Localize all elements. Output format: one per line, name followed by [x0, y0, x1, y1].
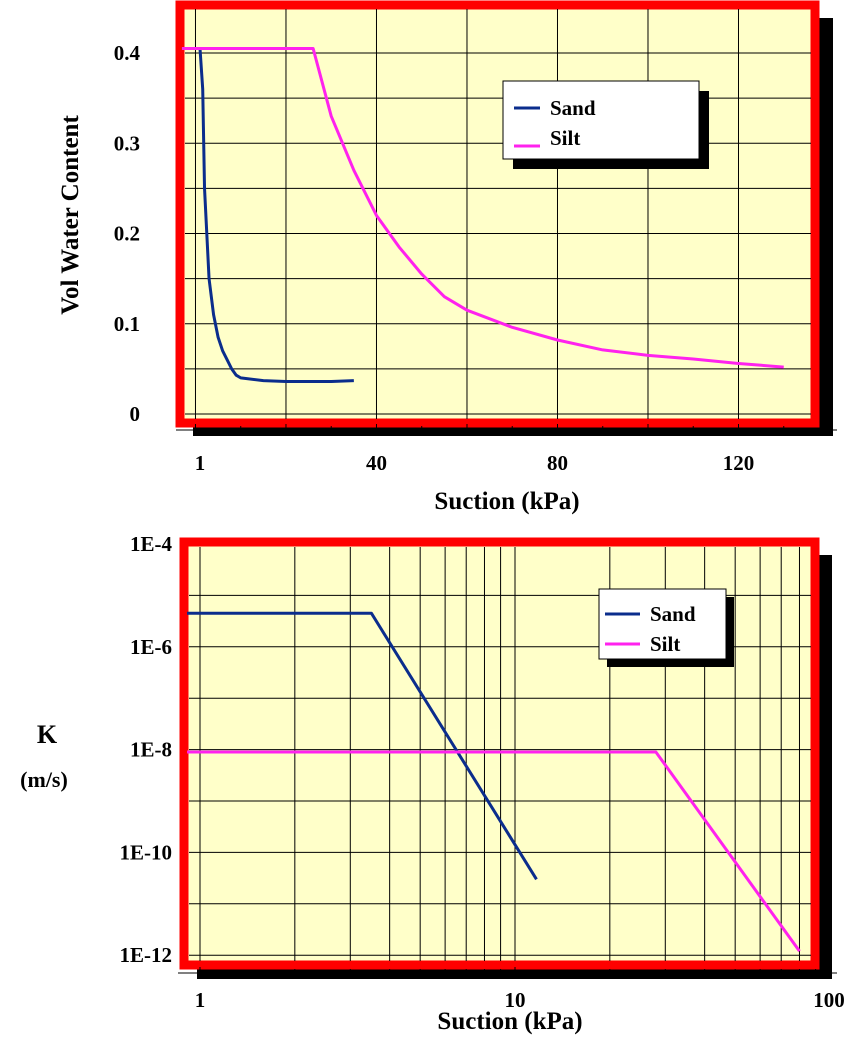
y-tick-label: 1E-12	[120, 943, 173, 967]
y-axis-unit: (m/s)	[20, 767, 68, 792]
y-tick-label: 1E-4	[130, 532, 173, 556]
tick-labels: 1 10 100 1E-4 1E-6 1E-8 1E-10 1E-12	[120, 532, 845, 1012]
series-lines	[181, 46, 784, 384]
x-tick-label: 120	[723, 451, 755, 475]
x-tick-label: 80	[547, 451, 568, 475]
y-tick-label: 1E-10	[120, 840, 173, 864]
legend: Sand Silt	[598, 588, 734, 667]
y-tick-label: 0.3	[114, 131, 140, 155]
y-axis-label: Vol Water Content	[57, 115, 84, 315]
series-lines	[187, 611, 801, 953]
grid	[185, 9, 811, 419]
y-tick-label: 0.1	[114, 312, 140, 336]
x-axis-label: Suction (kPa)	[437, 1008, 582, 1035]
legend-label-sand: Sand	[650, 602, 696, 626]
y-tick-label: 0	[130, 402, 141, 426]
y-tick-label: 1E-8	[130, 738, 172, 762]
legend: Sand Silt	[502, 80, 709, 169]
y-tick-label: 1E-6	[130, 635, 172, 659]
conductivity-chart: 1 10 100 1E-4 1E-6 1E-8 1E-10 1E-12 Suction (kP…	[20, 532, 845, 1035]
legend-label-silt: Silt	[650, 632, 680, 656]
y-tick-label: 0.2	[114, 222, 140, 246]
series-line-silt	[187, 750, 801, 953]
y-tick-label: 0.4	[114, 41, 141, 65]
tick-labels: 1 40 80 120 0 0.1 0.2 0.3 0.4	[114, 41, 754, 475]
series-line-sand	[181, 46, 354, 384]
x-axis-label: Suction (kPa)	[434, 488, 579, 515]
water-content-chart: 1 40 80 120 0 0.1 0.2 0.3 0.4 Suction (kPa) Vol …	[57, 0, 837, 515]
series-line-silt	[181, 46, 784, 369]
x-tick-label: 1	[195, 988, 206, 1012]
axes	[176, 424, 837, 431]
x-tick-label: 1	[195, 451, 206, 475]
axes	[178, 967, 837, 974]
legend-label-silt: Silt	[550, 126, 580, 150]
x-tick-label: 40	[366, 451, 387, 475]
x-tick-label: 100	[813, 988, 845, 1012]
legend-label-sand: Sand	[550, 96, 596, 120]
y-axis-label: K	[37, 720, 58, 749]
series-line-sand	[187, 611, 538, 881]
x-tick-label: 10	[505, 988, 526, 1012]
legend-box	[598, 588, 727, 660]
